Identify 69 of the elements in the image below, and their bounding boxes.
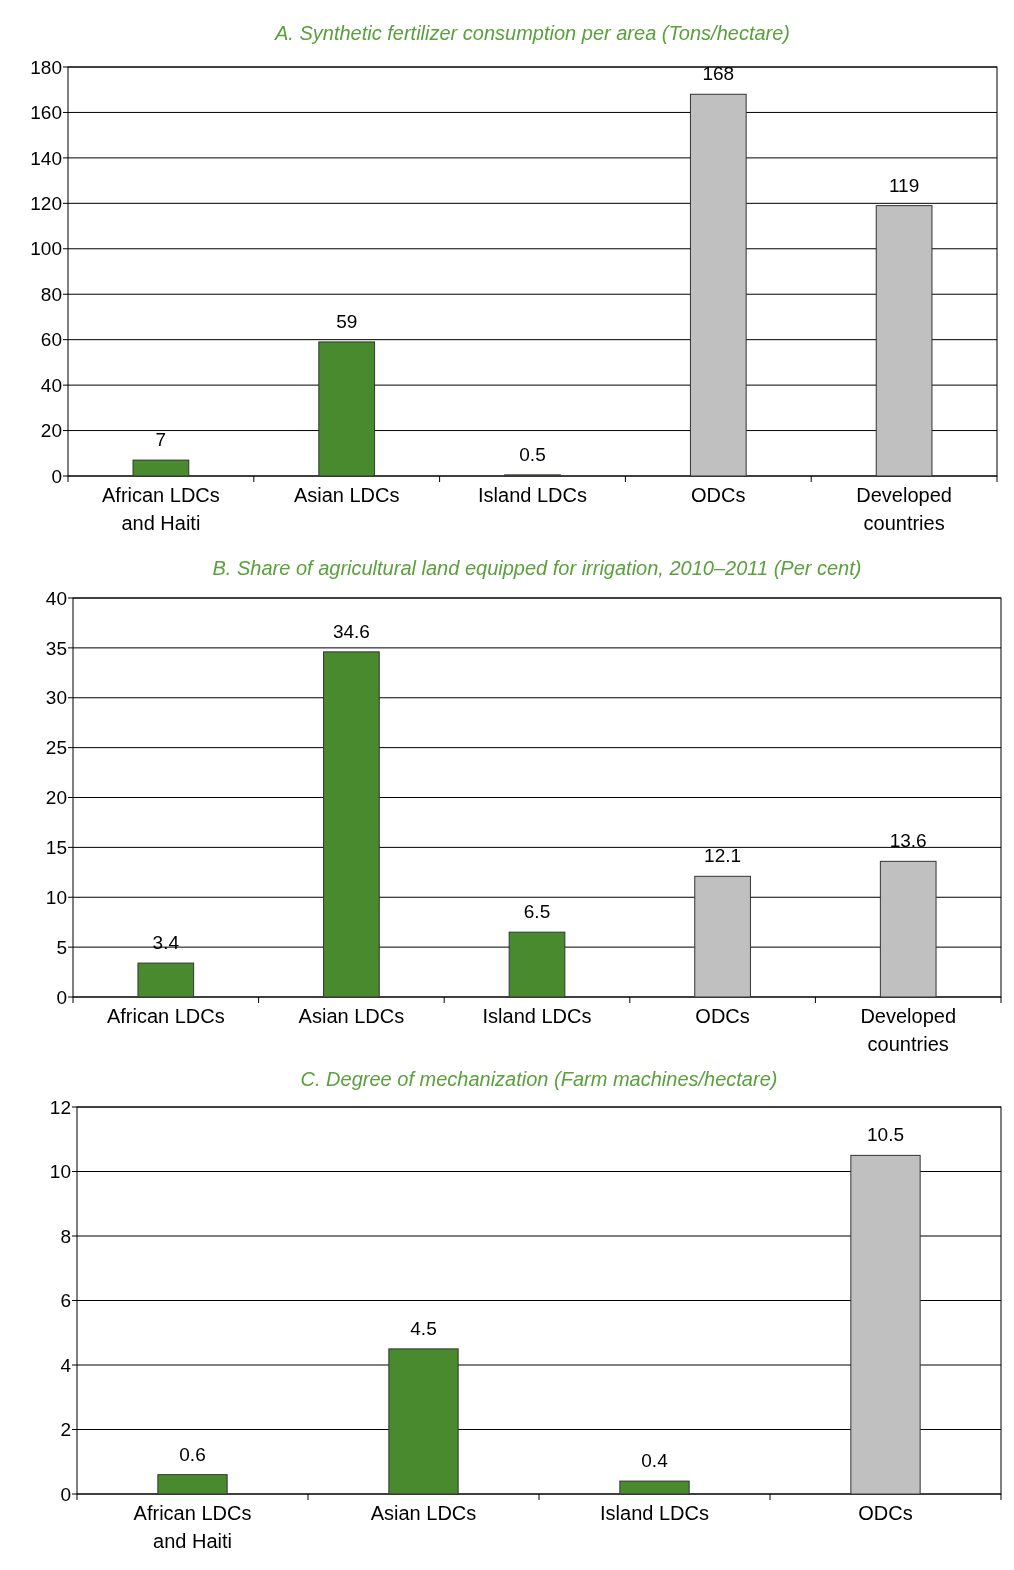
bar	[875, 205, 933, 477]
x-tick-label: Island LDCs	[482, 1005, 592, 1027]
bar	[132, 459, 190, 477]
y-tick-label: 0	[51, 465, 62, 487]
x-tick-label: Developed countries	[856, 484, 952, 534]
x-tick-label: African LDCs	[106, 1005, 225, 1027]
chart-title: A. Synthetic fertilizer consumption per area (Tons/hectare)	[273, 22, 791, 44]
x-tick-label: Island LDCs	[478, 484, 587, 506]
y-tick-label: 25	[45, 737, 67, 759]
y-tick-label: 40	[45, 587, 67, 609]
data-label: 0.6	[179, 1443, 206, 1465]
data-label: 34.6	[332, 620, 370, 642]
data-label: 0.4	[641, 1450, 669, 1472]
data-label: 6.5	[523, 901, 551, 923]
y-tick-label: 80	[40, 283, 62, 305]
data-label: 119	[888, 174, 920, 196]
y-tick-label: 20	[40, 420, 62, 442]
y-tick-label: 6	[60, 1290, 71, 1312]
data-label: 7	[155, 429, 167, 451]
bar	[388, 1348, 459, 1495]
bar	[619, 1480, 690, 1495]
y-tick-label: 40	[40, 374, 62, 396]
y-tick-label: 160	[30, 102, 62, 124]
y-tick-label: 60	[40, 329, 62, 351]
data-label: 168	[702, 63, 735, 85]
y-tick-label: 180	[30, 56, 62, 78]
y-tick-label: 10	[45, 886, 67, 908]
y-tick-label: 0	[56, 986, 67, 1008]
y-tick-label: 35	[45, 637, 67, 659]
data-label: 13.6	[889, 830, 927, 852]
bar	[137, 962, 195, 998]
y-tick-label: 5	[56, 936, 67, 958]
bar	[157, 1474, 228, 1495]
x-tick-label: Asian LDCs	[370, 1502, 477, 1524]
y-tick-label: 20	[45, 787, 67, 809]
y-tick-label: 4	[60, 1354, 72, 1376]
data-label: 59	[336, 310, 358, 332]
y-tick-label: 8	[60, 1225, 71, 1247]
y-tick-label: 0	[60, 1483, 71, 1505]
data-label: 0.5	[519, 443, 546, 465]
x-tick-label: African LDCs and Haiti	[101, 484, 220, 534]
chart-title: C. Degree of mechanization (Farm machines/hectare)	[300, 1068, 778, 1090]
bar	[694, 875, 751, 998]
data-label: 4.5	[410, 1317, 437, 1339]
x-tick-label: Asian LDCs	[293, 484, 400, 506]
y-tick-label: 100	[30, 238, 62, 260]
x-tick-label: ODCs	[858, 1502, 913, 1524]
y-tick-label: 2	[60, 1419, 71, 1441]
x-tick-label: Island LDCs	[600, 1502, 709, 1524]
x-tick-label: ODCs	[695, 1005, 750, 1027]
y-tick-label: 12	[49, 1096, 71, 1118]
data-label: 10.5	[867, 1124, 904, 1146]
y-tick-label: 10	[49, 1161, 71, 1183]
data-label: 12.1	[704, 845, 742, 867]
bar	[323, 651, 380, 998]
y-tick-label: 15	[45, 837, 67, 859]
bar	[850, 1154, 921, 1495]
x-tick-label: Developed countries	[860, 1005, 957, 1055]
bar	[689, 93, 747, 477]
y-tick-label: 30	[45, 687, 67, 709]
x-tick-label: African LDCs and Haiti	[133, 1502, 252, 1552]
x-tick-label: Asian LDCs	[298, 1005, 405, 1027]
bar	[318, 341, 376, 477]
x-tick-label: ODCs	[691, 484, 746, 506]
bar	[508, 931, 566, 998]
bar	[879, 860, 937, 998]
chart-title: B. Share of agricultural land equipped for irrigation, 2010–2011 (Per cent)	[212, 557, 862, 579]
y-tick-label: 140	[30, 147, 62, 169]
y-tick-label: 120	[30, 192, 62, 214]
